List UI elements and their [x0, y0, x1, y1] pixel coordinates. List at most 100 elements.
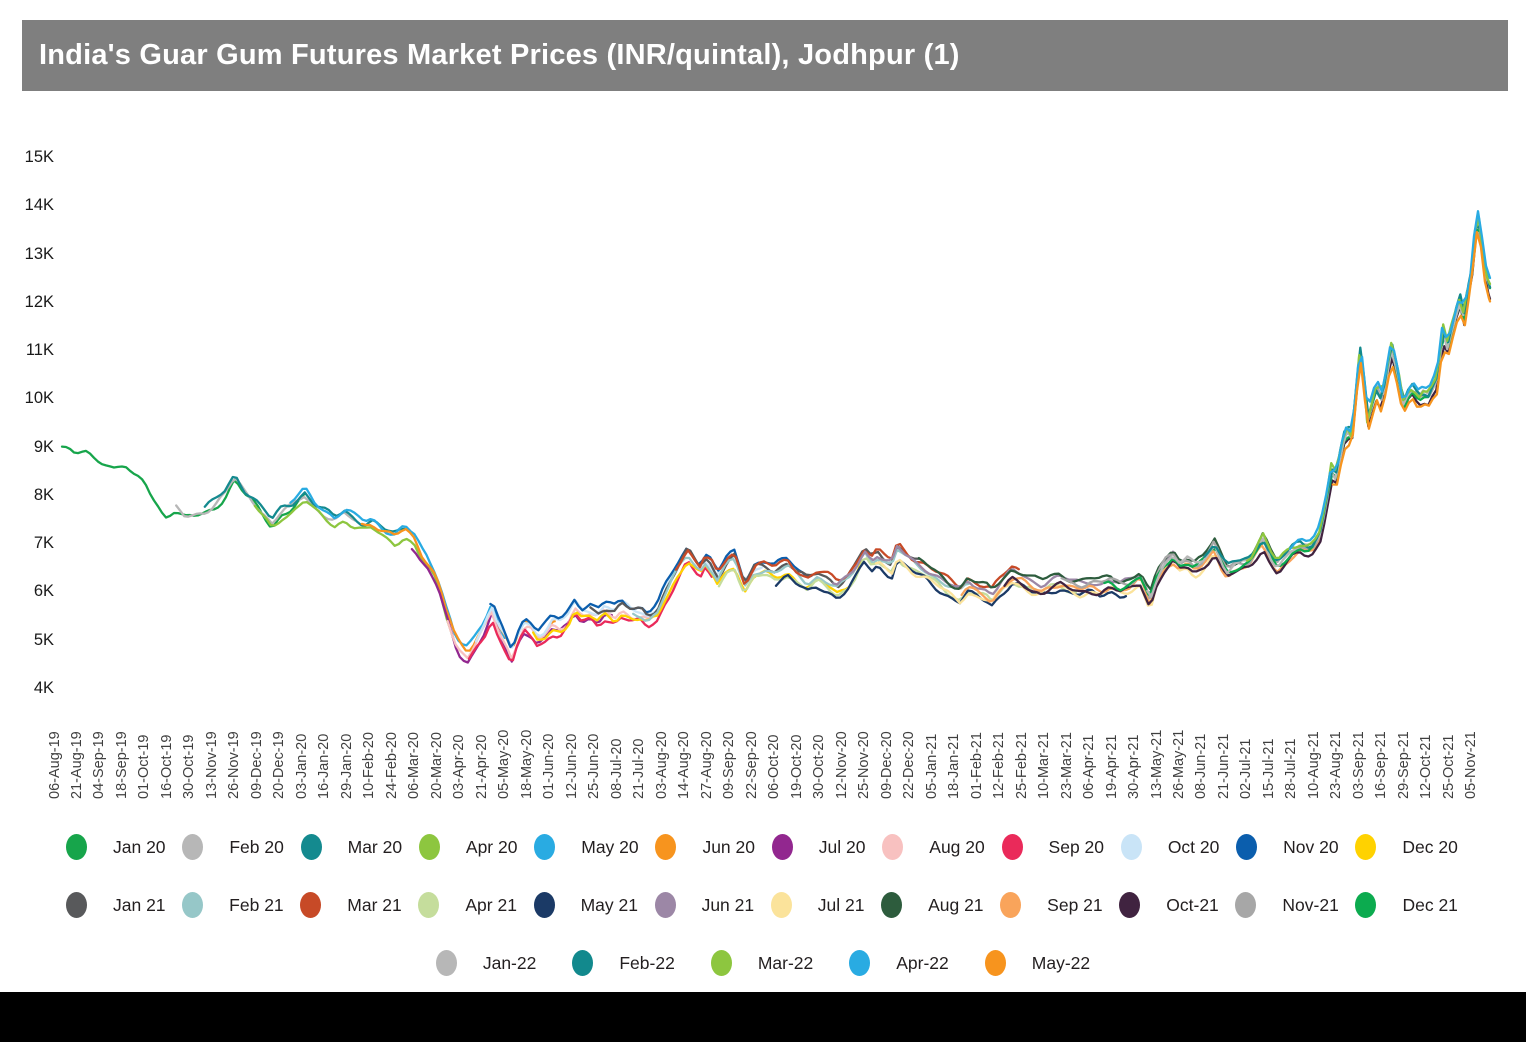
x-axis-label: 19-Apr-21	[1103, 734, 1120, 799]
x-axis-label: 25-Feb-21	[1013, 732, 1030, 799]
legend-item: Jun 20	[655, 834, 755, 860]
y-axis-label: 8K	[33, 485, 54, 504]
legend-swatch-icon	[984, 950, 1006, 976]
legend-item: Apr-22	[849, 950, 949, 976]
y-axis-label: 11K	[25, 341, 54, 360]
legend-item: May 20	[534, 834, 639, 860]
x-axis-label: 25-Jun-20	[586, 733, 603, 799]
y-axis-label: 5K	[33, 630, 54, 649]
legend-label: Dec 20	[1402, 836, 1458, 857]
legend-item: Feb 21	[182, 892, 284, 918]
x-axis-label: 09-Dec-20	[878, 731, 895, 799]
series-line-sep-20	[467, 561, 713, 662]
x-axis-label: 06-Apr-21	[1081, 734, 1098, 799]
legend-item: Jan-22	[435, 950, 537, 976]
legend-swatch-icon	[1355, 834, 1377, 860]
legend-label: Jul 21	[817, 894, 865, 915]
x-axis-label: 23-Aug-21	[1328, 731, 1345, 799]
x-axis-label: 01-Feb-21	[968, 732, 985, 799]
x-axis-label: 21-Aug-19	[68, 731, 85, 799]
legend-swatch-icon	[1000, 892, 1022, 918]
series-line-mar-20	[203, 475, 406, 533]
legend-swatch-icon	[655, 834, 677, 860]
legend-label: Feb-22	[619, 952, 675, 973]
series-line-oct-21	[1003, 231, 1492, 606]
title-bar: India's Guar Gum Futures Market Prices (…	[22, 20, 1508, 91]
x-axis-label: 16-Sep-21	[1373, 731, 1390, 799]
x-axis-label: 26-May-21	[1171, 729, 1187, 799]
x-axis-label: 25-Nov-20	[856, 731, 873, 799]
x-axis-label: 12-Nov-20	[833, 731, 850, 799]
series-line-nov-20	[489, 547, 813, 649]
legend-item: Jul 21	[770, 892, 865, 918]
legend-swatch-icon	[1235, 892, 1257, 918]
x-axis-label: 13-May-21	[1148, 729, 1165, 799]
x-axis-label: 18-May-20	[518, 729, 535, 799]
legend-label: Jan-22	[482, 952, 537, 973]
x-axis-label: 06-Oct-20	[766, 734, 783, 799]
series-line-feb-22	[1203, 223, 1492, 565]
legend-label: Jun 21	[701, 894, 755, 915]
x-axis-label: 04-Sep-19	[91, 731, 108, 799]
legend-swatch-icon	[654, 892, 676, 918]
legend-swatch-icon	[881, 892, 903, 918]
legend-item: Mar-22	[710, 950, 814, 976]
x-axis-label: 16-Jan-20	[316, 733, 333, 799]
legend-row-2020: Jan 20 Feb 20 Mar 20 Apr 20 May 20 Jun 20 Jul …	[66, 834, 1458, 860]
x-axis-label: 09-Sep-20	[721, 731, 738, 799]
legend-swatch-icon	[1236, 834, 1258, 860]
x-axis-label: 21-Apr-20	[473, 734, 490, 799]
x-axis-label: 21-Jun-21	[1215, 733, 1232, 799]
legend-item: Mar 21	[300, 892, 402, 918]
series-line-apr-20	[253, 500, 456, 645]
x-axis-label: 25-Oct-21	[1440, 734, 1457, 799]
legend-label: Mar-22	[757, 952, 814, 973]
legend-swatch-icon	[533, 892, 555, 918]
legend-swatch-icon	[66, 834, 87, 860]
legend-item: Aug 20	[882, 834, 985, 860]
legend-swatch-icon	[1355, 892, 1377, 918]
legend-label: Jun 20	[702, 836, 755, 857]
y-axis-label: 7K	[33, 534, 54, 553]
legend-item: Jul 20	[771, 834, 866, 860]
legend-label: Feb 20	[229, 836, 284, 857]
legend-item: Oct-21	[1119, 892, 1219, 918]
x-axis-label: 08-Jun-21	[1193, 733, 1210, 799]
legend-row-2021: Jan 21 Feb 21 Mar 21 Apr 21 May 21 Jun 21 Jul …	[66, 892, 1458, 918]
legend-swatch-icon	[1001, 834, 1023, 860]
x-axis-label: 22-Sep-20	[743, 731, 760, 799]
legend-label: Dec 21	[1402, 894, 1458, 915]
legend-label: May 20	[581, 836, 639, 857]
x-axis-label: 05-May-20	[496, 729, 513, 799]
y-axis-label: 10K	[24, 389, 54, 408]
x-axis-label: 03-Jan-20	[293, 733, 310, 799]
y-axis-label: 4K	[33, 678, 54, 697]
legend-swatch-icon	[534, 834, 556, 860]
legend-swatch-icon	[300, 834, 322, 860]
x-axis-label: 29-Jan-20	[338, 733, 355, 799]
legend-label: Nov 20	[1283, 836, 1339, 857]
legend-item: Feb 20	[182, 834, 284, 860]
series-line-may-21	[774, 559, 1128, 607]
legend-swatch-icon	[418, 892, 440, 918]
series-line-aug-21	[917, 532, 1277, 591]
bottom-black-bar	[0, 992, 1526, 1042]
legend-label: Jul 20	[818, 836, 866, 857]
legend-row-2022: Jan-22 Feb-22 Mar-22 Apr-22 May-22	[0, 950, 1526, 976]
legend-swatch-icon	[435, 950, 457, 976]
legend-swatch-icon	[882, 834, 904, 860]
legend-swatch-icon	[770, 892, 792, 918]
y-axis-label: 9K	[33, 437, 54, 456]
legend-item: Dec 20	[1355, 834, 1458, 860]
series-line-jun-20	[360, 522, 556, 652]
legend-item: May-22	[984, 950, 1090, 976]
legend-label: Oct 20	[1167, 836, 1220, 857]
legend-label: Jan 21	[113, 894, 166, 915]
x-axis-label: 30-Apr-21	[1126, 734, 1143, 799]
x-axis-label: 26-Nov-19	[226, 731, 243, 799]
x-axis-label: 08-Jul-20	[608, 738, 625, 799]
legend-item: Apr 20	[418, 834, 517, 860]
x-axis-label: 24-Feb-20	[383, 732, 400, 799]
legend-swatch-icon	[300, 892, 322, 918]
